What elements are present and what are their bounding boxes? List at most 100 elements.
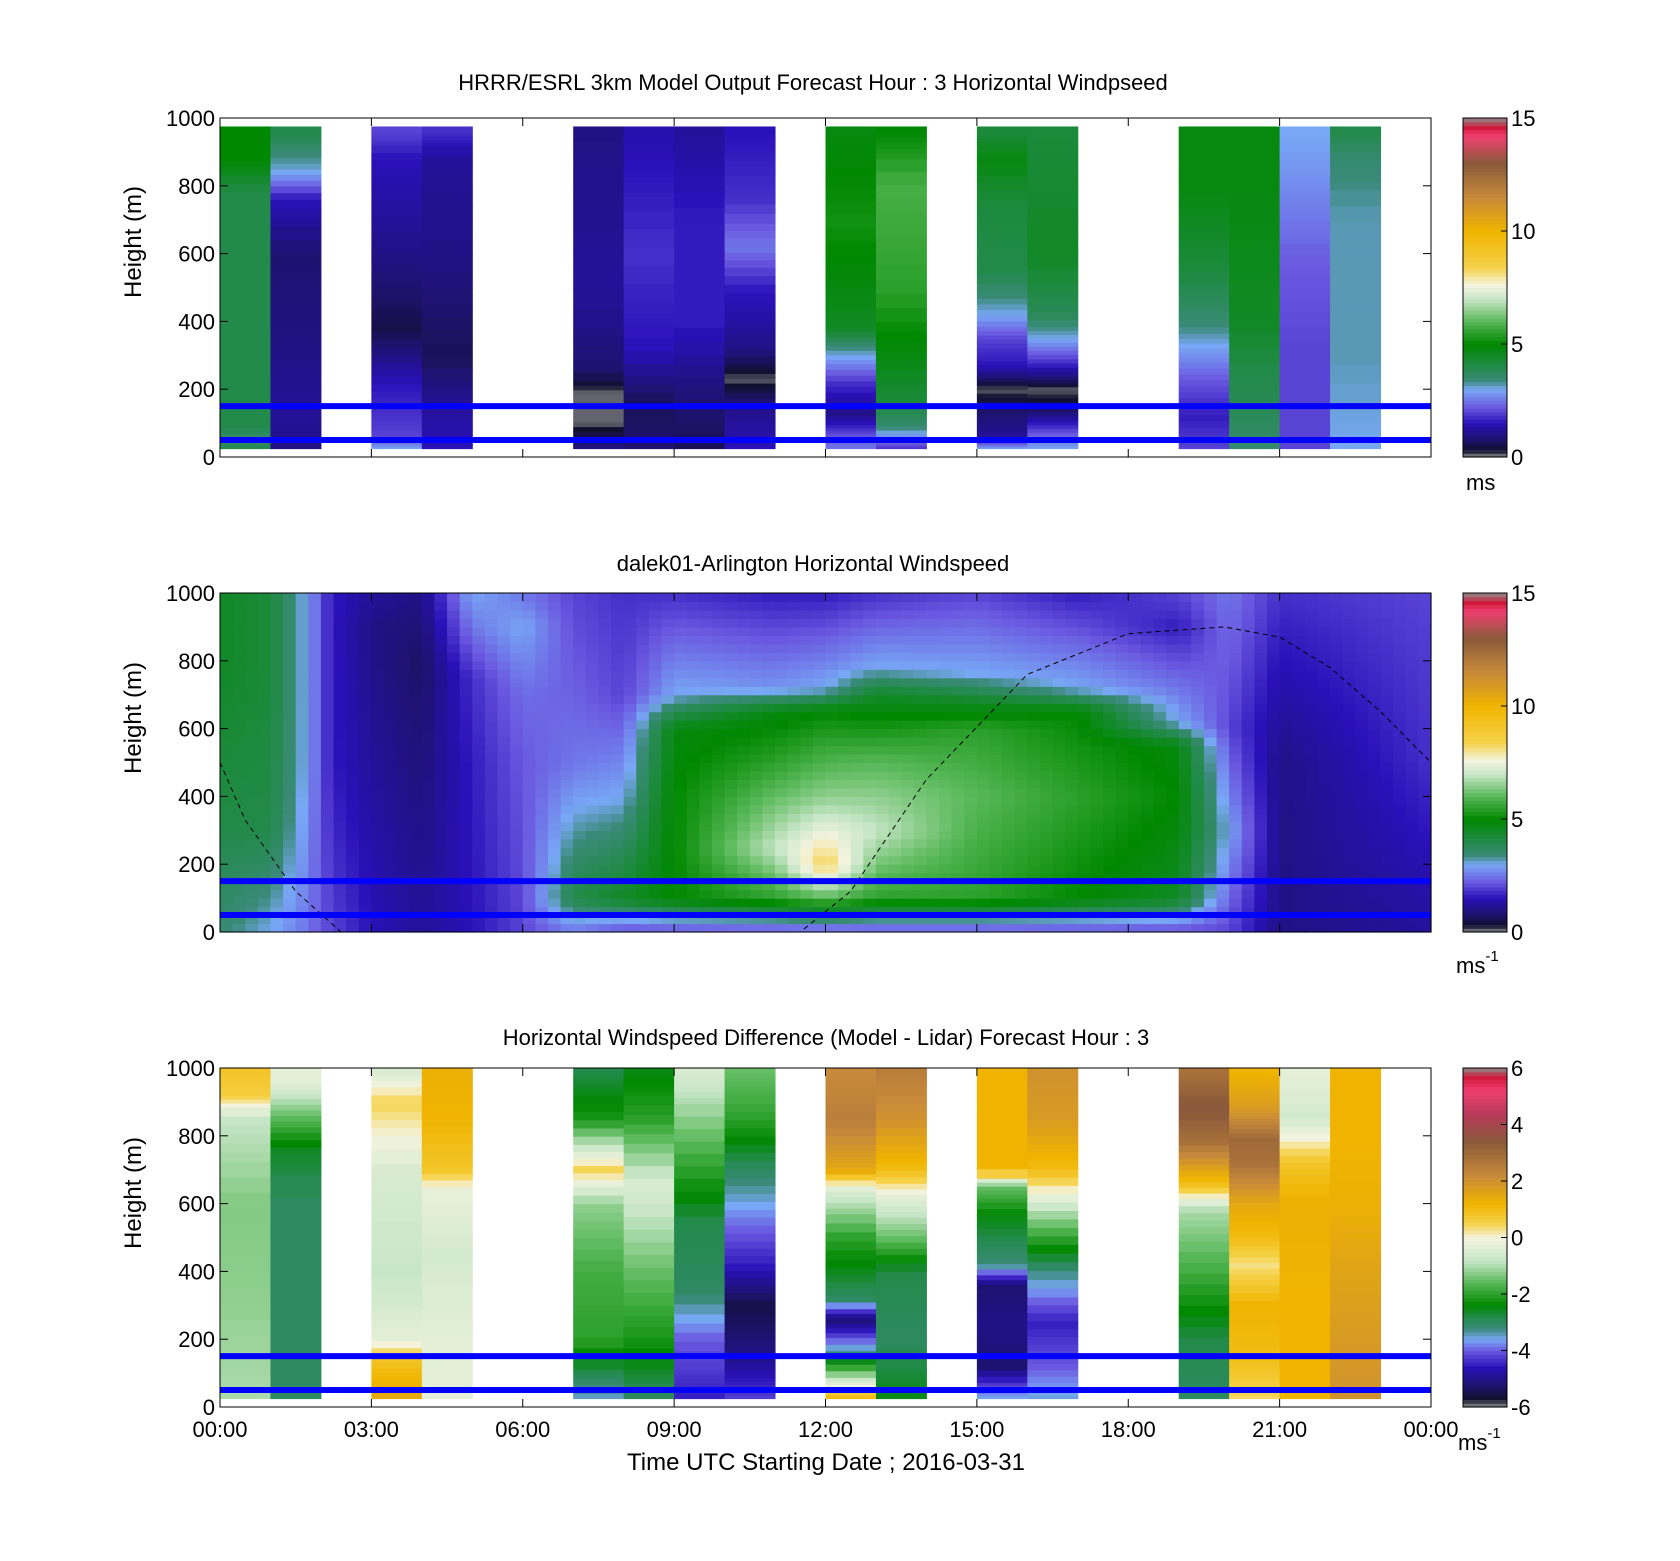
heatmap-cell bbox=[1140, 643, 1155, 653]
heatmap-cell bbox=[220, 1375, 271, 1384]
heatmap-cell bbox=[976, 635, 991, 645]
heatmap-cell bbox=[573, 181, 625, 197]
heatmap-cell bbox=[358, 762, 372, 772]
heatmap-cell bbox=[611, 830, 625, 840]
heatmap-cell bbox=[1241, 830, 1255, 840]
heatmap-cell bbox=[447, 652, 461, 662]
heatmap-cell bbox=[1380, 593, 1394, 603]
heatmap-cell bbox=[913, 830, 928, 840]
heatmap-cell bbox=[825, 406, 877, 412]
heatmap-cell bbox=[1052, 745, 1066, 755]
heatmap-cell bbox=[1027, 635, 1041, 645]
heatmap-cell bbox=[699, 601, 713, 611]
heatmap-cell bbox=[888, 626, 902, 636]
heatmap-cell bbox=[396, 703, 410, 713]
heatmap-cell bbox=[1380, 626, 1394, 636]
heatmap-cell bbox=[724, 158, 776, 167]
heatmap-cell bbox=[320, 821, 335, 831]
heatmap-cell bbox=[636, 737, 650, 747]
heatmap-cell bbox=[863, 787, 877, 797]
colorbar-swatch bbox=[1463, 683, 1507, 688]
heatmap-cell bbox=[547, 787, 562, 797]
heatmap-cell bbox=[1317, 601, 1331, 611]
heatmap-cell bbox=[396, 804, 410, 814]
colorbar-swatch bbox=[1463, 287, 1507, 292]
heatmap-cell bbox=[459, 889, 473, 899]
heatmap-cell bbox=[976, 804, 991, 814]
heatmap-cell bbox=[371, 1103, 423, 1112]
heatmap-cell bbox=[1077, 813, 1092, 823]
heatmap-cell bbox=[1380, 660, 1394, 670]
heatmap-cell bbox=[585, 694, 600, 704]
heatmap-cell bbox=[623, 762, 637, 772]
heatmap-cell bbox=[573, 847, 587, 857]
heatmap-cell bbox=[1128, 787, 1142, 797]
heatmap-cell bbox=[875, 618, 890, 628]
heatmap-cell bbox=[1254, 626, 1268, 636]
heatmap-cell bbox=[283, 694, 297, 704]
heatmap-cell bbox=[674, 813, 688, 823]
heatmap-cell bbox=[1027, 626, 1041, 636]
heatmap-cell bbox=[510, 762, 524, 772]
heatmap-cell bbox=[623, 643, 637, 653]
heatmap-cell bbox=[522, 686, 536, 696]
heatmap-cell bbox=[220, 686, 234, 696]
heatmap-cell bbox=[976, 273, 1028, 284]
heatmap-cell bbox=[1002, 720, 1016, 730]
heatmap-cell bbox=[472, 720, 486, 730]
heatmap-cell bbox=[1191, 694, 1205, 704]
heatmap-cell bbox=[1267, 787, 1281, 797]
heatmap-cell bbox=[686, 643, 700, 653]
heatmap-cell bbox=[1216, 711, 1230, 721]
heatmap-cell bbox=[926, 703, 940, 713]
heatmap-cell bbox=[1380, 677, 1394, 687]
heatmap-cell bbox=[434, 703, 448, 713]
panel-lidar-heatmap bbox=[220, 593, 1432, 933]
heatmap-cell bbox=[270, 1088, 322, 1095]
heatmap-cell bbox=[661, 821, 675, 831]
heatmap-cell bbox=[1065, 906, 1079, 916]
heatmap-cell bbox=[220, 787, 234, 797]
heatmap-cell bbox=[1279, 720, 1293, 730]
heatmap-cell bbox=[1279, 906, 1293, 916]
heatmap-cell bbox=[598, 906, 612, 916]
heatmap-cell bbox=[939, 787, 953, 797]
heatmap-cell bbox=[749, 720, 764, 730]
heatmap-cell bbox=[1039, 635, 1054, 645]
heatmap-cell bbox=[510, 855, 524, 865]
heatmap-cell bbox=[270, 787, 284, 797]
heatmap-cell bbox=[699, 830, 713, 840]
heatmap-cell bbox=[724, 881, 738, 891]
heatmap-cell bbox=[1405, 711, 1419, 721]
heatmap-cell bbox=[989, 821, 1003, 831]
heatmap-cell bbox=[1241, 915, 1255, 925]
heatmap-cell bbox=[484, 830, 499, 840]
heatmap-cell bbox=[976, 433, 1028, 438]
heatmap-cell bbox=[875, 804, 890, 814]
heatmap-cell bbox=[346, 669, 360, 679]
heatmap-cell bbox=[1304, 601, 1319, 611]
heatmap-cell bbox=[459, 770, 473, 781]
heatmap-cell bbox=[711, 779, 726, 789]
heatmap-cell bbox=[484, 754, 499, 764]
heatmap-cell bbox=[459, 779, 473, 789]
heatmap-cell bbox=[1128, 711, 1142, 721]
heatmap-cell bbox=[888, 652, 902, 662]
heatmap-cell bbox=[522, 864, 536, 874]
heatmap-cell bbox=[1279, 855, 1293, 865]
heatmap-cell bbox=[976, 303, 1028, 311]
heatmap-cell bbox=[409, 864, 423, 874]
heatmap-cell bbox=[724, 728, 738, 738]
heatmap-cell bbox=[636, 821, 650, 831]
heatmap-cell bbox=[1191, 754, 1205, 764]
heatmap-cell bbox=[1292, 898, 1306, 908]
heatmap-cell bbox=[371, 1164, 423, 1179]
heatmap-cell bbox=[1292, 864, 1306, 874]
heatmap-cell bbox=[1380, 601, 1394, 611]
heatmap-cell bbox=[623, 148, 675, 161]
heatmap-cell bbox=[686, 660, 700, 670]
heatmap-cell bbox=[926, 737, 940, 747]
heatmap-cell bbox=[510, 593, 524, 603]
heatmap-cell bbox=[1027, 181, 1079, 194]
colorbar-swatch bbox=[1463, 664, 1507, 669]
